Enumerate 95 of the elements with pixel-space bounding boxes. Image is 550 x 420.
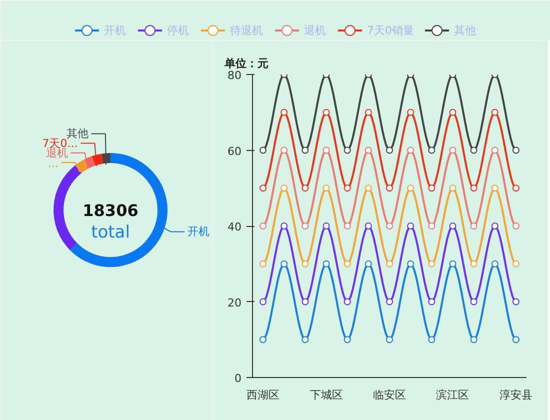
point (470, 146, 478, 154)
point (364, 184, 372, 192)
point (302, 336, 309, 344)
slice-label: 开机 (188, 225, 210, 238)
point (491, 146, 498, 154)
point (344, 336, 351, 344)
point (491, 184, 498, 192)
point (428, 184, 436, 192)
point (512, 184, 520, 192)
legend-label: 退机 (304, 24, 326, 37)
point (470, 222, 478, 230)
point (512, 146, 520, 154)
point (386, 146, 393, 154)
x-tick-label: 淳安县 (499, 388, 532, 402)
point (491, 222, 498, 230)
point (302, 298, 309, 306)
point (449, 260, 456, 268)
point (407, 108, 414, 116)
point (512, 222, 520, 230)
legend-label: 待退机 (230, 24, 263, 37)
text: 18306 (82, 201, 138, 220)
point (428, 222, 436, 230)
legend-label: 停机 (167, 24, 189, 37)
point (344, 260, 351, 268)
point (364, 108, 372, 116)
point (470, 298, 478, 306)
point (260, 146, 267, 154)
point (449, 222, 456, 230)
slice-label: 其他 (66, 127, 88, 140)
x-tick-label: 临安区 (373, 388, 406, 402)
point (407, 184, 414, 192)
text: total (91, 222, 130, 242)
point (280, 222, 288, 230)
point (302, 260, 309, 268)
point (470, 336, 478, 344)
point (344, 298, 351, 306)
point (449, 108, 456, 116)
point (322, 146, 330, 154)
point (428, 298, 436, 306)
point (322, 222, 330, 230)
point (344, 184, 351, 192)
y-tick-label: 80 (228, 69, 242, 82)
legend-label: 开机 (104, 24, 126, 37)
y-tick-label: 20 (228, 296, 242, 310)
point (386, 184, 393, 192)
point (280, 184, 288, 192)
point (302, 146, 309, 154)
point (280, 146, 288, 154)
point (386, 260, 393, 268)
point (260, 336, 267, 344)
point (512, 298, 520, 306)
point (386, 336, 393, 344)
point (491, 260, 498, 268)
x-tick-label: 滨江区 (436, 388, 470, 402)
point (428, 336, 436, 344)
point (407, 222, 414, 230)
point (260, 260, 267, 268)
point (407, 146, 414, 154)
slice-label: ... (48, 156, 58, 170)
legend-label: 其他 (454, 24, 476, 37)
point (386, 298, 393, 306)
point (470, 184, 478, 192)
point (260, 222, 267, 230)
y-tick-label: 0 (234, 372, 242, 385)
slice-label: 退机 (46, 146, 68, 160)
point (344, 146, 351, 154)
y-tick-label: 40 (228, 220, 242, 234)
point (364, 146, 372, 154)
point (322, 184, 330, 192)
y-axis-title: 单位：元 (224, 57, 268, 70)
x-tick-label: 西湖区 (246, 388, 280, 402)
point (260, 298, 267, 306)
point (407, 260, 414, 268)
point (260, 184, 267, 192)
point (491, 108, 498, 116)
point (470, 260, 478, 268)
x-tick-label: 下城区 (310, 388, 343, 402)
point (302, 184, 309, 192)
point (344, 222, 351, 230)
point (386, 222, 393, 230)
point (280, 108, 288, 116)
legend-label: 7天0销量 (367, 24, 414, 37)
point (512, 260, 520, 268)
point (280, 260, 288, 268)
point (428, 146, 436, 154)
y-tick-label: 60 (228, 144, 242, 158)
point (428, 260, 436, 268)
point (302, 222, 309, 230)
point (364, 260, 372, 268)
point (322, 108, 330, 116)
point (449, 146, 456, 154)
point (322, 260, 330, 268)
point (449, 184, 456, 192)
point (364, 222, 372, 230)
point (512, 336, 520, 344)
